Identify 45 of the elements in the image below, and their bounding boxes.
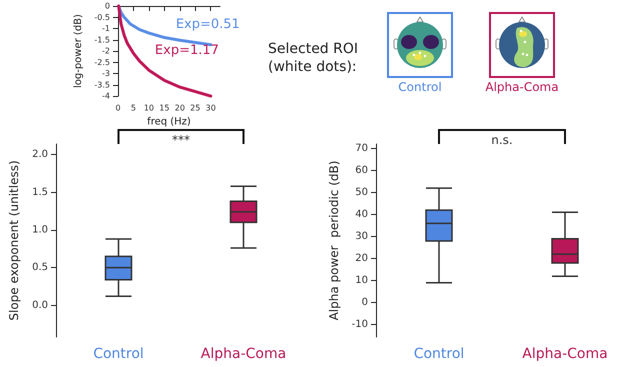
y-tick-label: -10	[352, 319, 368, 330]
x-tick-label: 25	[190, 104, 200, 113]
x-tick-label: Control	[414, 346, 464, 362]
y-tick-label: 0	[362, 297, 368, 308]
y-tick-label: -0.5	[94, 12, 110, 22]
x-tick-label: 15	[159, 104, 170, 113]
x-tick-label: Control	[93, 346, 144, 362]
y-tick-label: 2.0	[32, 149, 48, 160]
y-tick-label: -3.5	[94, 80, 110, 90]
y-tick-label: -3	[102, 69, 110, 78]
x-tick-label: 0	[115, 104, 121, 113]
series-label: Exp=0.51	[176, 17, 240, 32]
y-tick-label: 10	[355, 275, 368, 286]
y-tick-label: 60	[355, 164, 368, 176]
annotation: ***	[172, 133, 190, 147]
y-tick-label: 1.0	[32, 224, 48, 236]
y-tick-label: -1	[102, 24, 110, 34]
x-tick-label: 30	[206, 104, 216, 113]
x-tick-label: Alpha-Coma	[522, 346, 608, 362]
y-tick-label: 0.5	[32, 262, 48, 274]
y-axis-title: Slope exoponent (unitless)	[7, 160, 21, 321]
x-axis-title: freq (Hz)	[147, 116, 191, 128]
y-axis-title: Alpha power periodic (dB)	[327, 160, 341, 320]
y-tick-label: 70	[355, 142, 368, 154]
series-label: Exp=1.17	[154, 43, 219, 58]
x-tick-label: 10	[144, 104, 154, 113]
text: Selected ROI (white dots):	[268, 40, 360, 76]
y-tick-label: -2	[102, 46, 110, 56]
y-tick-label: 0.0	[32, 300, 48, 311]
y-tick-label: 20	[355, 253, 368, 264]
x-tick-label: 20	[174, 104, 185, 113]
y-tick-label: 30	[355, 231, 368, 242]
y-tick-label: -1.5	[94, 35, 110, 44]
y-tick-label: -4	[102, 92, 110, 101]
annotation: n.s.	[491, 133, 513, 147]
x-tick-label: 5	[130, 104, 136, 113]
text: Alpha-Coma	[485, 80, 559, 94]
y-tick-label: -2.5	[94, 58, 110, 67]
y-axis-title: log-power (dB)	[72, 14, 84, 88]
y-tick-label: 1.5	[32, 186, 48, 198]
y-tick-label: 50	[355, 186, 368, 198]
text: Control	[398, 80, 442, 94]
y-tick-label: 40	[355, 209, 368, 220]
y-tick-label: 0	[104, 2, 110, 10]
x-tick-label: Alpha-Coma	[200, 346, 286, 362]
